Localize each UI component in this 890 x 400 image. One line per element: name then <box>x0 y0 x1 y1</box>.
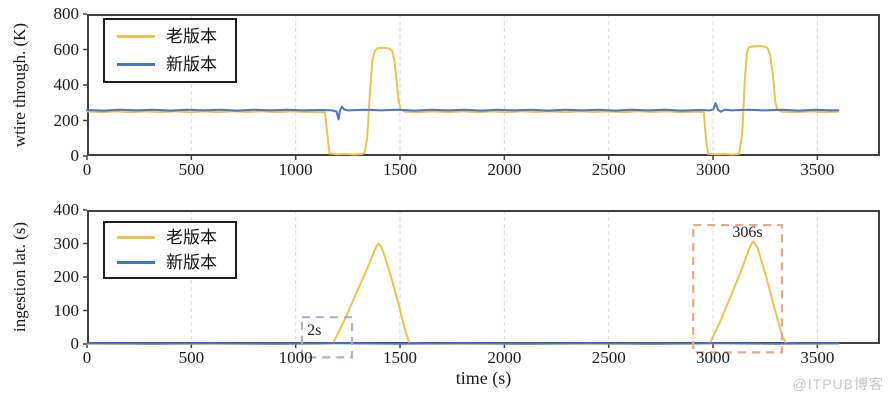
latency-chart: ingestion lat. (s) time (s) 老版本 新版本 2s 30… <box>0 195 890 400</box>
x-tick-label: 3500 <box>800 348 835 367</box>
annotation-box <box>300 316 354 359</box>
y-tick-label: 200 <box>53 110 80 130</box>
x-tick-label: 2000 <box>487 348 522 367</box>
x-tick-label: 2500 <box>591 160 626 179</box>
watermark: @ITPUB博客 <box>792 376 884 392</box>
new-version-line-swatch <box>117 261 155 264</box>
y-tick-label: 0 <box>70 146 80 165</box>
x-tick-label: 2500 <box>591 348 626 367</box>
new-version-line-swatch <box>117 63 155 66</box>
x-tick-label: 1000 <box>278 160 313 179</box>
legend-label-new-version: 新版本 <box>166 55 217 74</box>
legend-item-old-version: 老版本 <box>117 28 217 45</box>
annotation-box <box>692 223 784 354</box>
legend-item-new-version: 新版本 <box>117 254 217 271</box>
x-tick-label: 500 <box>178 160 205 179</box>
legend-label-old-version: 老版本 <box>166 27 217 46</box>
legend-item-new-version: 新版本 <box>117 56 217 73</box>
legend-label-new-version: 新版本 <box>166 253 217 272</box>
x-tick-label: 1500 <box>383 348 418 367</box>
legend-label-old-version: 老版本 <box>166 228 217 247</box>
x-axis-title: time (s) <box>455 368 512 388</box>
x-tick-label: 2000 <box>487 160 522 179</box>
annotation-label: 306s <box>732 224 762 241</box>
annotation-label: 2s <box>307 322 321 339</box>
latency-legend: 老版本 新版本 <box>103 221 237 279</box>
throughput-chart: wtire through. (K) 老版本 新版本 0 200 400 600 800… <box>0 0 890 195</box>
latency-y-axis-title: ingestion lat. (s) <box>10 221 29 333</box>
x-tick-label: 500 <box>178 348 205 367</box>
plot-border <box>87 14 880 156</box>
throughput-y-axis-title: wtire through. (K) <box>10 22 29 148</box>
y-tick-label: 0 <box>70 334 80 353</box>
y-tick-label: 600 <box>53 39 80 59</box>
y-tick-label: 100 <box>53 300 80 320</box>
x-tick-label: 0 <box>82 348 92 367</box>
chart-0-plot-area <box>83 13 880 160</box>
x-tick-label: 0 <box>82 160 92 179</box>
y-tick-label: 200 <box>53 267 80 286</box>
old-version-line-swatch <box>117 236 155 239</box>
y-tick-label: 800 <box>53 4 80 23</box>
y-tick-label: 400 <box>53 75 80 94</box>
x-tick-label: 1000 <box>278 348 313 367</box>
new-version-line <box>86 102 840 121</box>
x-tick-label: 3500 <box>800 160 835 179</box>
legend-item-old-version: 老版本 <box>117 229 217 246</box>
x-tick-label: 1500 <box>383 160 418 179</box>
old-version-line-swatch <box>117 35 155 38</box>
y-tick-label: 400 <box>53 200 80 219</box>
y-tick-label: 300 <box>53 233 80 253</box>
x-tick-label: 3000 <box>696 160 731 179</box>
throughput-legend: 老版本 新版本 <box>103 18 237 83</box>
x-tick-label: 3000 <box>696 348 731 367</box>
old-version-line <box>86 45 840 156</box>
chart-1-plot-area: 2s 306s <box>83 209 880 359</box>
